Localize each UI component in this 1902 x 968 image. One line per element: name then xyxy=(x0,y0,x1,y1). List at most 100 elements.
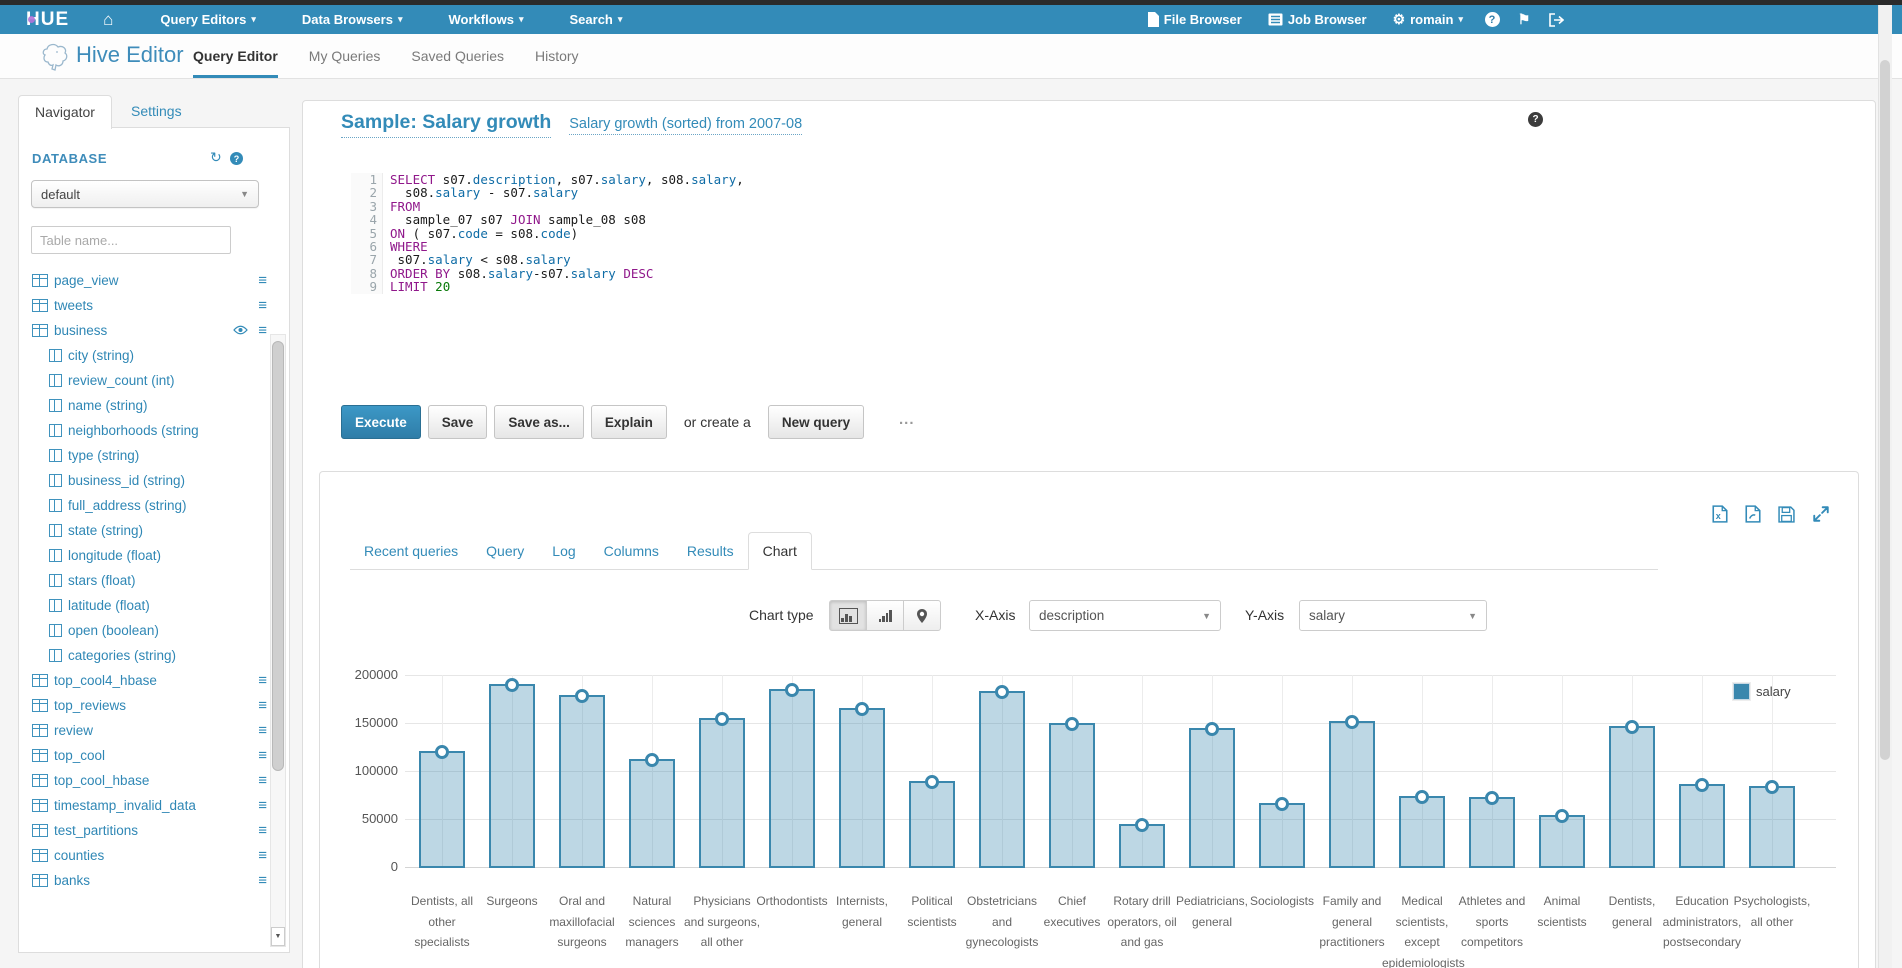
home-icon[interactable]: ⌂ xyxy=(103,9,114,29)
sidebar-column-longitude-float[interactable]: longitude (float) xyxy=(19,543,269,568)
sidebar-table-page-view[interactable]: page_view ≡ xyxy=(19,268,269,293)
sidebar-table-counties[interactable]: counties ≡ xyxy=(19,843,269,868)
bar-oral-and-maxillofacial-surgeons[interactable] xyxy=(559,689,605,868)
sidebar-table-tweets[interactable]: tweets ≡ xyxy=(19,293,269,318)
bar-orthodontists[interactable] xyxy=(769,683,815,868)
sidebar-table-review[interactable]: review ≡ xyxy=(19,718,269,743)
sidebar-scroll-down-button[interactable]: ▼ xyxy=(271,927,285,946)
sql-code[interactable]: SELECT s07.description, s07.salary, s08.… xyxy=(383,173,744,294)
tab-history[interactable]: History xyxy=(534,48,579,64)
bar-physicians-and-surgeons-all-other[interactable] xyxy=(699,712,745,868)
sidebar-table-banks[interactable]: banks ≡ xyxy=(19,868,269,893)
bar-dentists-all-other-specialists[interactable] xyxy=(419,745,465,868)
new-query-button[interactable]: New query xyxy=(767,405,865,439)
sidebar-table-top-cool[interactable]: top_cool ≡ xyxy=(19,743,269,768)
results-tab-log[interactable]: Log xyxy=(552,543,576,559)
bar-sociologists[interactable] xyxy=(1259,797,1305,868)
sidebar-column-city-string[interactable]: city (string) xyxy=(19,343,269,368)
show-columns-icon[interactable]: ≡ xyxy=(258,722,267,739)
save-button[interactable]: Save xyxy=(427,405,488,439)
show-columns-icon[interactable]: ≡ xyxy=(258,322,267,339)
sidebar-table-top-cool4-hbase[interactable]: top_cool4_hbase ≡ xyxy=(19,668,269,693)
query-title[interactable]: Sample: Salary growth xyxy=(341,111,552,138)
show-columns-icon[interactable]: ≡ xyxy=(258,797,267,814)
flag-icon[interactable]: ⚑ xyxy=(1517,11,1531,27)
sidebar-column-type-string[interactable]: type (string) xyxy=(19,443,269,468)
bar-education-administrators-postsecondary[interactable] xyxy=(1679,778,1725,868)
bar-dentists-general[interactable] xyxy=(1609,720,1655,868)
y-axis-select[interactable]: salary ▼ xyxy=(1299,600,1487,631)
show-columns-icon[interactable]: ≡ xyxy=(258,297,267,314)
sidebar-column-categories-string[interactable]: categories (string) xyxy=(19,643,269,668)
nav-menu-data-browsers[interactable]: Data Browsers ▾ xyxy=(279,5,426,34)
sidebar-table-business[interactable]: business ≡ xyxy=(19,318,269,343)
nav-menu-query-editors[interactable]: Query Editors ▾ xyxy=(137,5,279,34)
sidebar-column-stars-float[interactable]: stars (float) xyxy=(19,568,269,593)
show-columns-icon[interactable]: ≡ xyxy=(258,747,267,764)
results-tab-chart[interactable]: Chart xyxy=(747,532,812,570)
sidebar-table-top-reviews[interactable]: top_reviews ≡ xyxy=(19,693,269,718)
refresh-icon[interactable]: ↻ xyxy=(210,149,222,165)
x-axis-select[interactable]: description ▼ xyxy=(1029,600,1221,631)
tab-query-editor[interactable]: Query Editor xyxy=(193,34,278,78)
romain-button[interactable]: ⚙ romain ▾ xyxy=(1385,5,1471,34)
tab-saved-queries[interactable]: Saved Queries xyxy=(411,48,504,64)
download-excel-icon[interactable]: x xyxy=(1712,505,1728,523)
results-tab-recent-queries[interactable]: Recent queries xyxy=(364,543,459,559)
nav-menu-workflows[interactable]: Workflows ▾ xyxy=(425,5,546,34)
help-icon[interactable]: ? xyxy=(1481,5,1503,34)
bar-psychologists-all-other[interactable] xyxy=(1749,780,1795,868)
map-marker-icon[interactable] xyxy=(903,600,941,631)
download-csv-icon[interactable] xyxy=(1745,505,1761,523)
logout-icon[interactable] xyxy=(1545,5,1567,34)
app-title[interactable]: Hive Editor xyxy=(76,42,184,67)
results-tab-columns[interactable]: Columns xyxy=(603,543,659,559)
tab-navigator[interactable]: Navigator xyxy=(18,95,112,129)
sidebar-table-top-cool-hbase[interactable]: top_cool_hbase ≡ xyxy=(19,768,269,793)
tab-my-queries[interactable]: My Queries xyxy=(308,48,381,64)
sidebar-column-name-string[interactable]: name (string) xyxy=(19,393,269,418)
query-subtitle-link[interactable]: Salary growth (sorted) from 2007-08 xyxy=(569,116,803,135)
sidebar-column-review-count-int[interactable]: review_count (int) xyxy=(19,368,269,393)
expand-results-icon[interactable] xyxy=(1812,505,1830,523)
show-columns-icon[interactable]: ≡ xyxy=(258,822,267,839)
sidebar-column-full-address-string[interactable]: full_address (string) xyxy=(19,493,269,518)
editor-resize-handle[interactable]: ... xyxy=(899,411,915,428)
save-as-button[interactable]: Save as... xyxy=(494,405,584,439)
page-scrollbar-thumb[interactable] xyxy=(1880,60,1890,760)
show-columns-icon[interactable]: ≡ xyxy=(258,847,267,864)
table-filter-input[interactable] xyxy=(31,226,231,254)
query-help-icon[interactable]: ? xyxy=(1528,112,1543,127)
sidebar-column-latitude-float[interactable]: latitude (float) xyxy=(19,593,269,618)
hue-logo[interactable]: HUE xyxy=(26,9,69,31)
sorted-bars-icon[interactable] xyxy=(866,600,904,631)
job-browser-button[interactable]: Job Browser xyxy=(1260,5,1375,34)
results-tab-results[interactable]: Results xyxy=(686,543,734,559)
results-tab-query[interactable]: Query xyxy=(486,543,525,559)
bar-obstetricians-and-gynecologists[interactable] xyxy=(979,685,1025,868)
bar-family-and-general-practitioners[interactable] xyxy=(1329,715,1375,868)
tab-settings[interactable]: Settings xyxy=(131,103,182,119)
eye-icon[interactable] xyxy=(233,325,248,335)
bar-medical-scientists-except-epidemiologists[interactable] xyxy=(1399,790,1445,868)
bar-internists-general[interactable] xyxy=(839,702,885,868)
bar-political-scientists[interactable] xyxy=(909,775,955,868)
bar-rotary-drill-operators-oil-and-gas[interactable] xyxy=(1119,818,1165,868)
sidebar-column-business-id-string[interactable]: business_id (string) xyxy=(19,468,269,493)
sidebar-scrollbar-thumb[interactable] xyxy=(272,341,284,771)
bar-athletes-and-sports-competitors[interactable] xyxy=(1469,791,1515,868)
sidebar-column-neighborhoods-string[interactable]: neighborhoods (string xyxy=(19,418,269,443)
bar-chief-executives[interactable] xyxy=(1049,717,1095,868)
bar-chart-icon[interactable] xyxy=(829,600,867,631)
save-results-icon[interactable] xyxy=(1778,505,1795,523)
sidebar-table-timestamp-invalid-data[interactable]: timestamp_invalid_data ≡ xyxy=(19,793,269,818)
bar-pediatricians-general[interactable] xyxy=(1189,722,1235,868)
show-columns-icon[interactable]: ≡ xyxy=(258,697,267,714)
database-select[interactable]: default ▼ xyxy=(31,180,259,208)
bar-natural-sciences-managers[interactable] xyxy=(629,753,675,868)
show-columns-icon[interactable]: ≡ xyxy=(258,872,267,889)
help-icon[interactable]: ? xyxy=(230,152,243,165)
explain-button[interactable]: Explain xyxy=(590,405,667,439)
show-columns-icon[interactable]: ≡ xyxy=(258,272,267,289)
